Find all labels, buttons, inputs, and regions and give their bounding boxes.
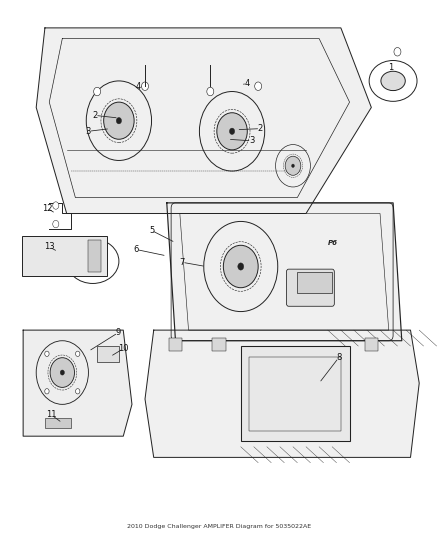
Text: 2: 2 xyxy=(92,111,98,120)
Circle shape xyxy=(116,117,121,124)
Text: 6: 6 xyxy=(134,245,139,254)
Text: 13: 13 xyxy=(44,243,55,252)
Circle shape xyxy=(104,102,134,139)
Circle shape xyxy=(60,370,64,375)
Text: 1: 1 xyxy=(389,63,393,72)
Circle shape xyxy=(230,128,235,134)
Text: 10: 10 xyxy=(118,344,128,353)
Circle shape xyxy=(53,220,59,228)
Circle shape xyxy=(75,351,80,357)
Circle shape xyxy=(285,156,301,175)
Bar xyxy=(297,272,332,293)
Text: P6: P6 xyxy=(328,240,338,246)
Text: 3: 3 xyxy=(249,136,254,146)
Circle shape xyxy=(75,389,80,394)
Polygon shape xyxy=(23,330,132,436)
Circle shape xyxy=(141,82,148,91)
Circle shape xyxy=(94,87,101,96)
Text: 2010 Dodge Challenger AMPLIFER Diagram for 5035022AE: 2010 Dodge Challenger AMPLIFER Diagram f… xyxy=(127,524,311,529)
Circle shape xyxy=(45,351,49,357)
Text: 5: 5 xyxy=(149,226,154,235)
Circle shape xyxy=(53,202,59,209)
Text: 7: 7 xyxy=(179,258,185,266)
Text: 11: 11 xyxy=(46,410,57,419)
Bar xyxy=(365,338,378,351)
Polygon shape xyxy=(36,28,371,214)
Polygon shape xyxy=(145,330,419,457)
Bar xyxy=(241,346,350,441)
Bar xyxy=(250,357,341,431)
Ellipse shape xyxy=(381,71,405,91)
Bar xyxy=(45,418,71,428)
FancyBboxPatch shape xyxy=(22,236,107,276)
Circle shape xyxy=(217,113,247,150)
Circle shape xyxy=(292,164,294,167)
Circle shape xyxy=(50,358,74,387)
FancyBboxPatch shape xyxy=(286,269,334,306)
Text: 4: 4 xyxy=(136,82,141,91)
Text: 12: 12 xyxy=(42,204,52,213)
Text: 2: 2 xyxy=(258,124,263,133)
Circle shape xyxy=(394,47,401,56)
Text: 3: 3 xyxy=(86,127,91,136)
Text: 9: 9 xyxy=(115,328,120,337)
Bar xyxy=(88,240,102,272)
Circle shape xyxy=(238,263,244,270)
Bar xyxy=(169,338,182,351)
Bar xyxy=(97,346,119,362)
Circle shape xyxy=(254,82,261,91)
Polygon shape xyxy=(167,203,402,341)
Ellipse shape xyxy=(80,251,106,271)
Circle shape xyxy=(207,87,214,96)
Circle shape xyxy=(223,245,258,288)
Bar xyxy=(212,338,226,351)
Text: 4: 4 xyxy=(245,79,250,88)
Text: 8: 8 xyxy=(336,353,341,362)
Circle shape xyxy=(45,389,49,394)
